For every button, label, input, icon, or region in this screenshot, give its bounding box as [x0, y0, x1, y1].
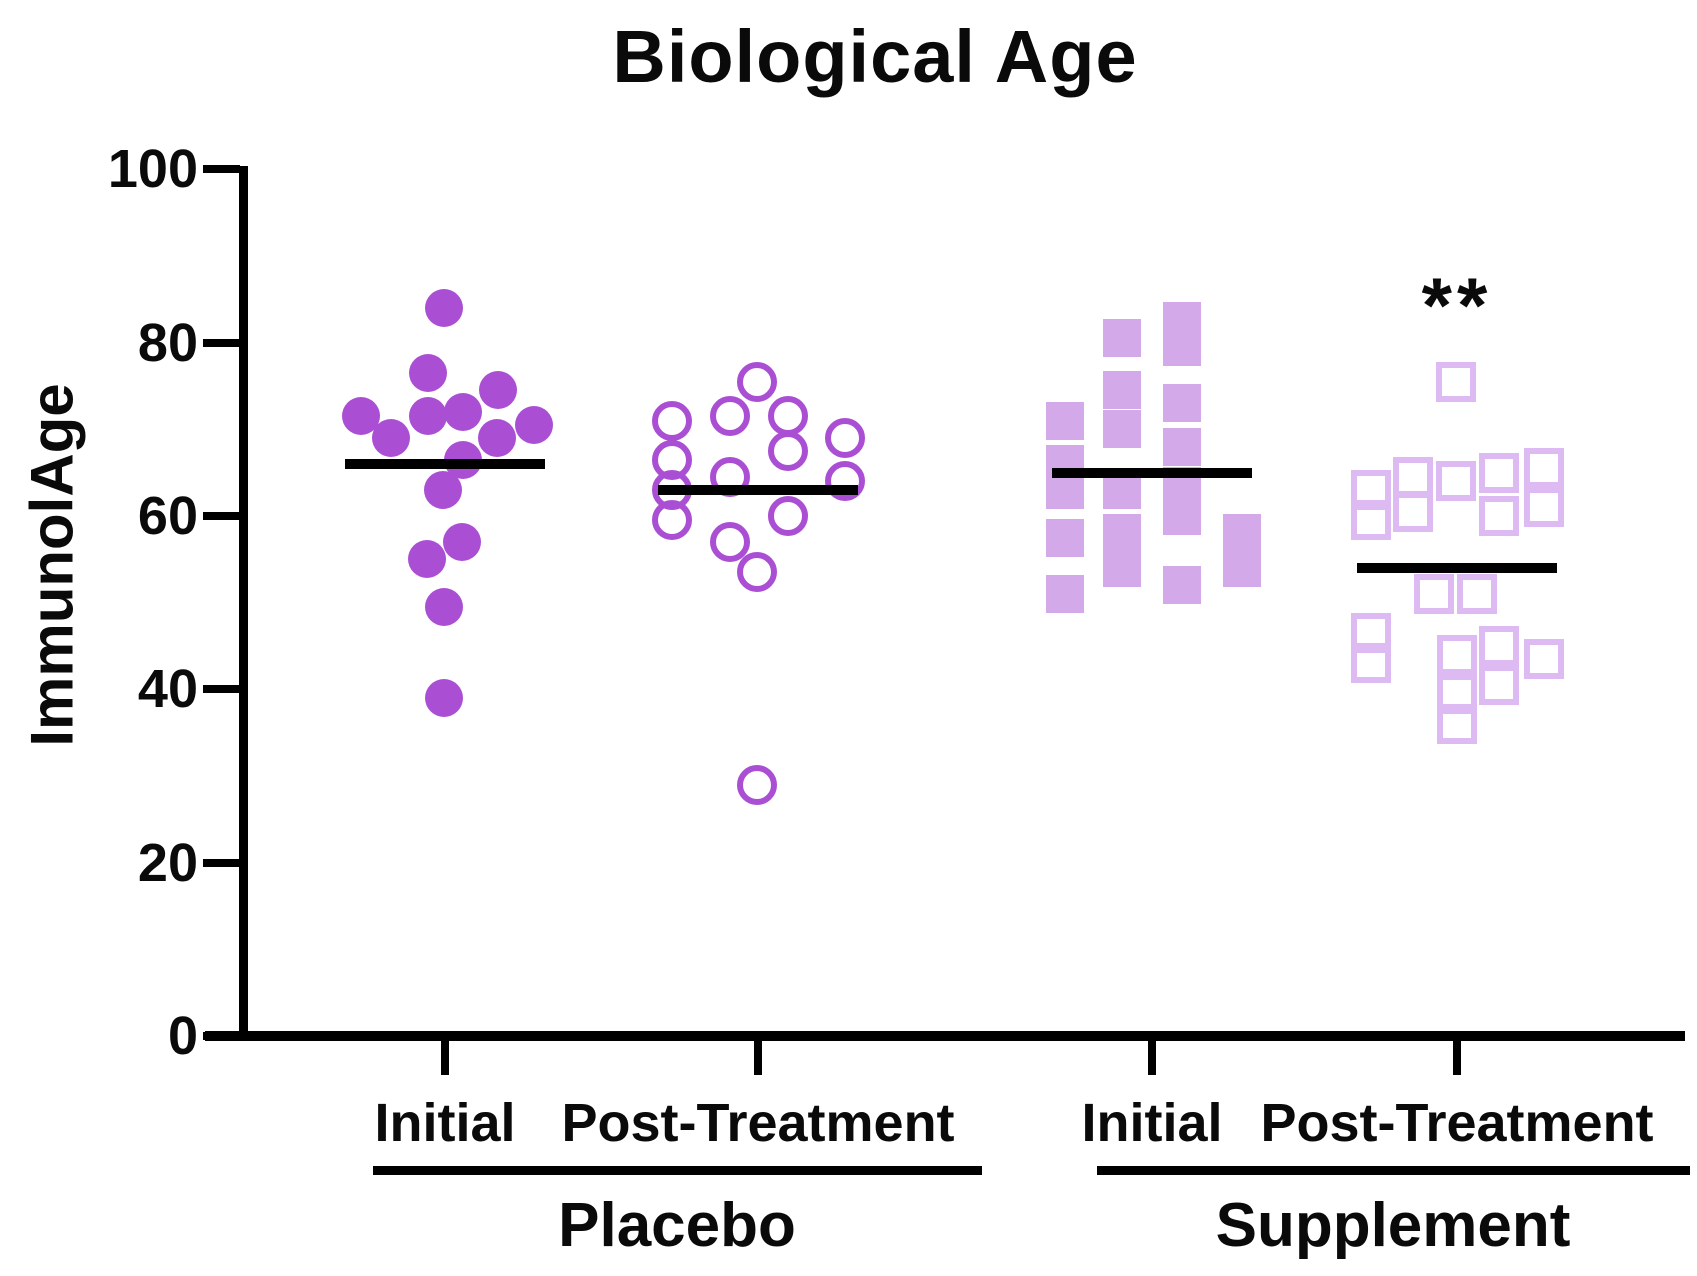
data-point-circle-open: [768, 495, 808, 536]
mean-line: [1052, 467, 1252, 478]
group-label: Post-Treatment: [1260, 1093, 1654, 1153]
group-label: Initial: [1081, 1093, 1223, 1153]
data-point-square-open: [1351, 612, 1391, 653]
data-point-square-filled: [1223, 548, 1261, 587]
data-point-square-filled: [1223, 514, 1261, 553]
data-point-square-filled: [1163, 566, 1201, 605]
data-point-square-open: [1479, 495, 1519, 536]
data-point-square-open: [1437, 673, 1477, 714]
data-point-square-open: [1524, 487, 1564, 528]
data-point-circle-open: [825, 417, 865, 458]
data-point-square-filled: [1163, 427, 1201, 466]
mean-line: [658, 484, 858, 495]
data-point-circle-open: [825, 461, 865, 502]
data-point-square-filled: [1103, 514, 1141, 553]
data-point-circle-filled: [443, 522, 481, 561]
data-point-square-filled: [1103, 410, 1141, 449]
data-point-circle-filled: [409, 353, 447, 392]
y-tick: [203, 511, 240, 520]
data-point-square-open: [1436, 361, 1476, 402]
significance-marker: **: [1421, 261, 1493, 349]
y-tick-label: 20: [137, 832, 198, 893]
x-axis-line: [205, 1031, 1685, 1041]
y-axis-line: [239, 166, 248, 1041]
data-point-circle-open: [737, 361, 777, 402]
data-point-square-filled: [1046, 518, 1084, 557]
data-point-square-open: [1351, 469, 1391, 510]
data-point-circle-filled: [444, 392, 482, 431]
data-point-circle-open: [710, 521, 750, 562]
y-tick-label: 80: [137, 312, 198, 373]
chart-title: Biological Age: [612, 15, 1138, 98]
data-point-square-filled: [1163, 327, 1201, 366]
data-point-circle-filled: [425, 587, 463, 626]
data-point-square-open: [1436, 461, 1476, 502]
data-point-square-filled: [1163, 496, 1201, 535]
arm-underline: [373, 1166, 982, 1175]
y-tick: [203, 685, 240, 694]
data-point-circle-filled: [425, 288, 463, 327]
data-point-square-open: [1437, 703, 1477, 744]
data-point-square-open: [1524, 638, 1564, 679]
data-point-circle-filled: [425, 678, 463, 717]
y-tick: [203, 1032, 240, 1040]
data-point-square-open: [1393, 491, 1433, 532]
data-point-square-open: [1351, 643, 1391, 684]
mean-line: [1357, 562, 1557, 573]
arm-label: Placebo: [558, 1191, 796, 1260]
group-label: Post-Treatment: [561, 1093, 955, 1153]
data-point-square-open: [1457, 573, 1497, 614]
y-tick-label: 60: [137, 485, 198, 546]
data-point-circle-open: [652, 400, 692, 441]
data-point-circle-filled: [372, 418, 410, 457]
data-point-square-filled: [1103, 371, 1141, 410]
y-tick-label: 0: [167, 1006, 198, 1066]
y-tick: [203, 165, 240, 174]
x-tick: [1148, 1041, 1156, 1075]
data-point-circle-open: [652, 500, 692, 541]
data-point-circle-filled: [478, 418, 516, 457]
data-point-square-open: [1479, 452, 1519, 493]
data-point-circle-open: [768, 430, 808, 471]
data-point-circle-open: [737, 764, 777, 805]
data-point-circle-filled: [515, 405, 553, 444]
mean-line: [345, 458, 545, 469]
data-point-square-open: [1351, 500, 1391, 541]
data-point-square-open: [1524, 448, 1564, 489]
data-point-square-filled: [1103, 548, 1141, 587]
data-point-square-open: [1479, 625, 1519, 666]
data-point-circle-filled: [479, 371, 517, 410]
y-tick-label: 100: [107, 139, 198, 200]
data-point-square-open: [1479, 664, 1519, 705]
data-point-circle-filled: [408, 540, 446, 579]
data-point-square-filled: [1163, 384, 1201, 423]
data-point-square-filled: [1046, 401, 1084, 440]
data-point-square-open: [1437, 634, 1477, 675]
data-point-circle-filled: [424, 470, 462, 509]
data-point-square-filled: [1046, 574, 1084, 613]
y-tick: [203, 858, 240, 867]
x-tick: [754, 1041, 762, 1075]
data-point-circle-open: [737, 552, 777, 593]
group-label: Initial: [374, 1093, 516, 1153]
data-point-square-filled: [1103, 319, 1141, 358]
data-point-circle-filled: [409, 397, 447, 436]
x-tick: [1453, 1041, 1461, 1075]
y-tick: [203, 338, 240, 347]
arm-underline: [1097, 1166, 1690, 1175]
data-point-circle-open: [710, 396, 750, 437]
data-point-square-open: [1414, 573, 1454, 614]
arm-label: Supplement: [1215, 1191, 1571, 1260]
x-tick: [441, 1041, 449, 1075]
y-tick-label: 40: [137, 659, 198, 720]
